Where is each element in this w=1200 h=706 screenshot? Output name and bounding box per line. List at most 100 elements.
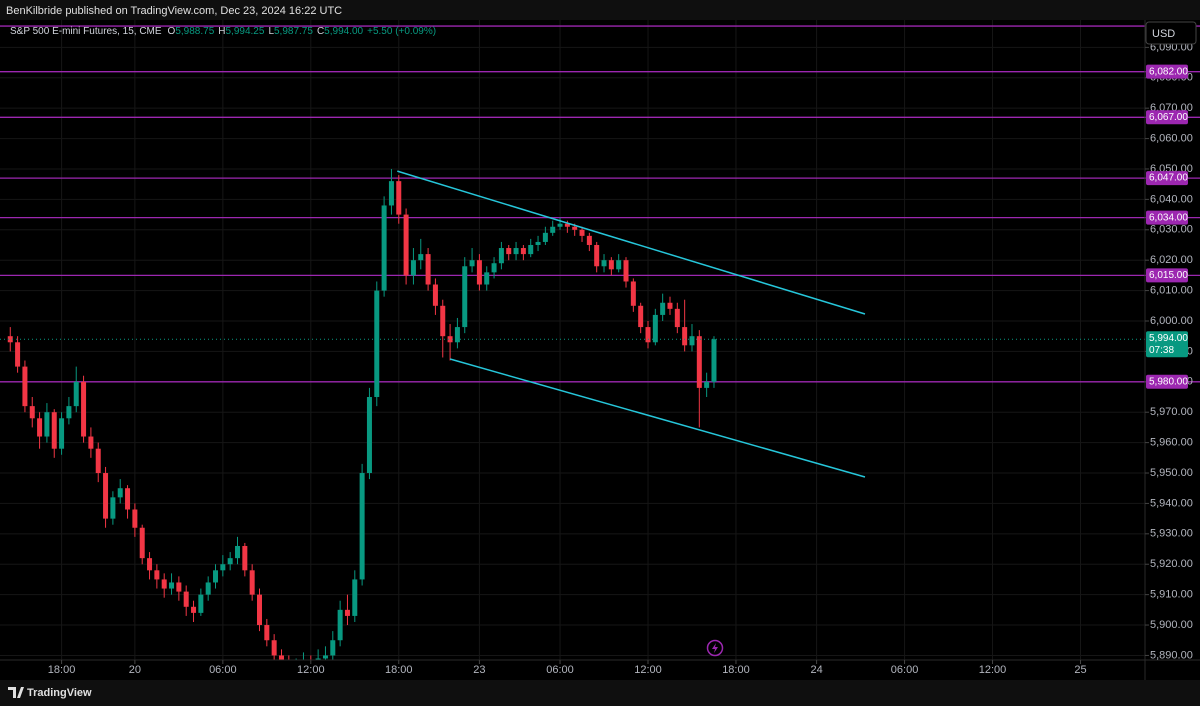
candle-body: [103, 473, 109, 519]
candle-body: [169, 582, 175, 589]
candle-body: [432, 284, 438, 306]
candle-body: [388, 181, 394, 206]
quote-value: 5,994.25: [226, 26, 265, 37]
x-tick-label: 06:00: [891, 664, 919, 676]
y-tick-label: 6,040.00: [1150, 193, 1193, 205]
candle-body: [623, 260, 629, 282]
candle-body: [110, 497, 116, 519]
y-tick-label: 6,060.00: [1150, 132, 1193, 144]
quote-label: C: [317, 26, 324, 37]
candle-body: [88, 436, 94, 449]
candle-body: [66, 406, 72, 419]
candle-body: [242, 545, 248, 571]
y-tick-label: 6,000.00: [1150, 315, 1193, 327]
y-tick-label: 6,030.00: [1150, 224, 1193, 236]
candle-body: [352, 579, 358, 616]
candle-body: [586, 235, 592, 245]
last-price-label: 5,994.00: [1149, 333, 1188, 344]
x-tick-label: 06:00: [546, 664, 574, 676]
candle-body: [51, 412, 57, 449]
x-tick-label: 06:00: [209, 664, 237, 676]
candle-body: [447, 336, 453, 343]
plot-area: [0, 168, 1145, 660]
candle-body: [410, 260, 416, 276]
candle-body: [81, 381, 87, 437]
candle-body: [22, 366, 28, 407]
candle-body: [682, 327, 688, 346]
candle-body: [381, 205, 387, 291]
y-tick-label: 5,970.00: [1150, 406, 1193, 418]
header-bar: [0, 0, 1200, 20]
candle-body: [616, 260, 622, 270]
level-label: 6,034.00: [1149, 212, 1188, 223]
candle-body: [161, 579, 167, 589]
candle-body: [608, 260, 614, 270]
x-tick-label: 18:00: [722, 664, 750, 676]
candle-body: [491, 263, 497, 273]
currency: USD: [1152, 28, 1175, 40]
y-tick-label: 5,950.00: [1150, 467, 1193, 479]
candle-body: [696, 336, 702, 388]
candle-body: [689, 336, 695, 346]
candle-body: [213, 570, 219, 583]
candle-body: [403, 214, 409, 276]
x-tick-label: 12:00: [297, 664, 325, 676]
level-label-box: [1146, 210, 1188, 225]
candle-body: [29, 406, 35, 419]
candle-body: [183, 591, 189, 607]
candle-body: [520, 248, 526, 255]
y-tick-label: 5,960.00: [1150, 437, 1193, 449]
alert-bolt: [712, 643, 718, 653]
trendline: [449, 358, 866, 478]
brand-logo: [8, 687, 24, 698]
candle-body: [557, 223, 563, 227]
x-tick-label: 25: [1074, 664, 1086, 676]
candle-body: [15, 342, 21, 367]
candle-body: [322, 655, 328, 659]
candle-body: [366, 397, 372, 474]
change: +5.50 (+0.09%): [367, 26, 436, 37]
publisher: BenKilbride published on TradingView.com…: [6, 5, 342, 17]
candle-body: [579, 229, 585, 236]
candle-body: [147, 558, 153, 571]
level-label-box: [1146, 268, 1188, 283]
candle-body: [73, 381, 79, 407]
candle-body: [476, 260, 482, 285]
alert-icon[interactable]: [706, 639, 724, 657]
y-tick-label: 5,920.00: [1150, 558, 1193, 570]
y-tick-label: 5,910.00: [1150, 589, 1193, 601]
y-tick-label: 6,020.00: [1150, 254, 1193, 266]
footer-bar: [0, 680, 1200, 706]
candle-body: [139, 527, 145, 559]
countdown: 07:38: [1149, 345, 1174, 356]
x-tick-label: 12:00: [634, 664, 662, 676]
candle-body: [264, 625, 270, 641]
candle-body: [704, 381, 710, 388]
candle-body: [227, 558, 233, 565]
candle-body: [528, 244, 534, 255]
candle-body: [564, 223, 570, 227]
candle-body: [359, 473, 365, 580]
quote-value: 5,994.00: [324, 26, 363, 37]
legend: S&P 500 E-mini Futures, 15, CME O5,988.75…: [10, 26, 436, 37]
level-label-box: [1146, 171, 1188, 186]
candle-body: [374, 290, 380, 398]
candle-body: [660, 302, 666, 315]
x-tick-label: 23: [473, 664, 485, 676]
x-tick-label: 18:00: [48, 664, 76, 676]
candle-body: [235, 545, 241, 559]
level-label-box: [1146, 374, 1188, 389]
y-tick-label: 5,900.00: [1150, 619, 1193, 631]
level-label: 6,082.00: [1149, 66, 1188, 77]
quote-value: 5,987.75: [274, 26, 313, 37]
candle-body: [205, 582, 211, 595]
y-tick-label: 6,010.00: [1150, 285, 1193, 297]
candle-body: [652, 314, 658, 343]
candle-body: [198, 594, 204, 613]
candle-body: [396, 181, 402, 215]
candle-body: [330, 640, 336, 656]
candle-body: [271, 640, 277, 656]
x-tick-label: 12:00: [979, 664, 1007, 676]
candle-body: [176, 582, 182, 592]
